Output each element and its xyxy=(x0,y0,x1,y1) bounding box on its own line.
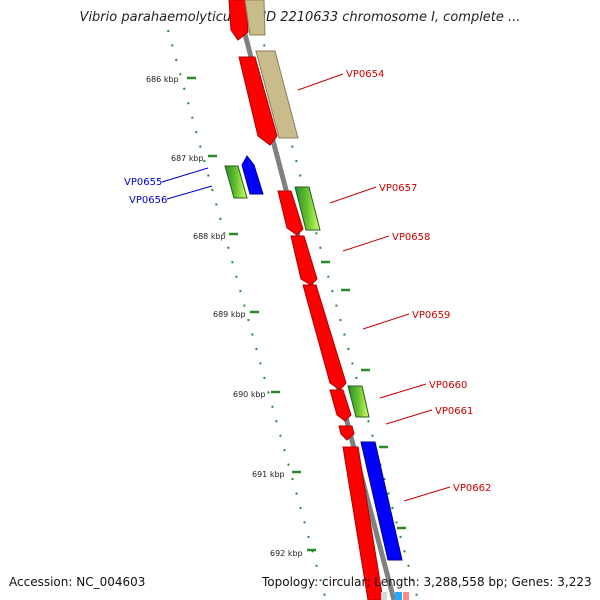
gene-block-bottom-cyan xyxy=(395,592,402,600)
tick-label: 688 kbp xyxy=(193,232,226,241)
gene-block-top[interactable] xyxy=(228,0,249,41)
gene-label-vp0658[interactable]: VP0658 xyxy=(392,232,430,243)
gene-rna-vp0654[interactable] xyxy=(255,50,299,139)
gene-vp0659[interactable] xyxy=(302,284,347,391)
gene-vp0658[interactable] xyxy=(290,235,318,286)
tick-label: 686 kbp xyxy=(146,75,179,84)
gene-vp0656[interactable] xyxy=(241,155,264,195)
gene-vp0655[interactable] xyxy=(224,165,248,199)
gene-vp0654[interactable] xyxy=(238,56,278,146)
gene-vp0662-red[interactable] xyxy=(342,446,384,600)
gene-label-vp0654[interactable]: VP0654 xyxy=(346,69,384,80)
tick-row-left xyxy=(167,29,327,600)
tick-label: 691 kbp xyxy=(252,470,285,479)
gene-vp0657-green[interactable] xyxy=(294,186,321,231)
gene-vp0657-red[interactable] xyxy=(277,190,304,236)
gene-block-bottom-salmon xyxy=(403,592,409,600)
callout-line xyxy=(297,73,344,91)
gene-label-vp0656[interactable]: VP0656 xyxy=(129,195,167,206)
callout-line xyxy=(166,185,213,200)
callout-line xyxy=(362,313,410,330)
callout-line xyxy=(379,383,427,399)
callout-line xyxy=(342,235,390,252)
tick-label: 687 kbp xyxy=(171,154,204,163)
gene-label-vp0659[interactable]: VP0659 xyxy=(412,310,450,321)
gene-label-vp0661[interactable]: VP0661 xyxy=(435,406,473,417)
gene-vp0660-red[interactable] xyxy=(329,389,352,422)
callout-line xyxy=(161,167,209,183)
accession-label: Accession: NC_004603 xyxy=(9,575,146,589)
tick-label: 690 kbp xyxy=(233,390,266,399)
gene-vp0661[interactable] xyxy=(338,425,355,441)
tick-label: 692 kbp xyxy=(270,549,303,558)
gene-label-vp0657[interactable]: VP0657 xyxy=(379,183,417,194)
callout-line xyxy=(329,186,377,204)
callout-line xyxy=(403,486,451,502)
map-title: Vibrio parahaemolyticus RIMD 2210633 chr… xyxy=(79,10,521,25)
gene-label-vp0660[interactable]: VP0660 xyxy=(429,380,467,391)
gene-vp0662-blue[interactable] xyxy=(360,441,403,561)
gene-vp0660-green[interactable] xyxy=(347,385,370,418)
gene-rna-top[interactable] xyxy=(244,0,266,36)
genome-stats-label: Topology: circular; Length: 3,288,558 bp… xyxy=(262,575,592,589)
gene-label-vp0662[interactable]: VP0662 xyxy=(453,483,491,494)
tick-label: 689 kbp xyxy=(213,310,246,319)
gene-label-vp0655[interactable]: VP0655 xyxy=(124,177,162,188)
callout-line xyxy=(385,409,433,425)
callouts xyxy=(161,73,451,502)
gene-block-bottom-grey xyxy=(381,592,387,600)
